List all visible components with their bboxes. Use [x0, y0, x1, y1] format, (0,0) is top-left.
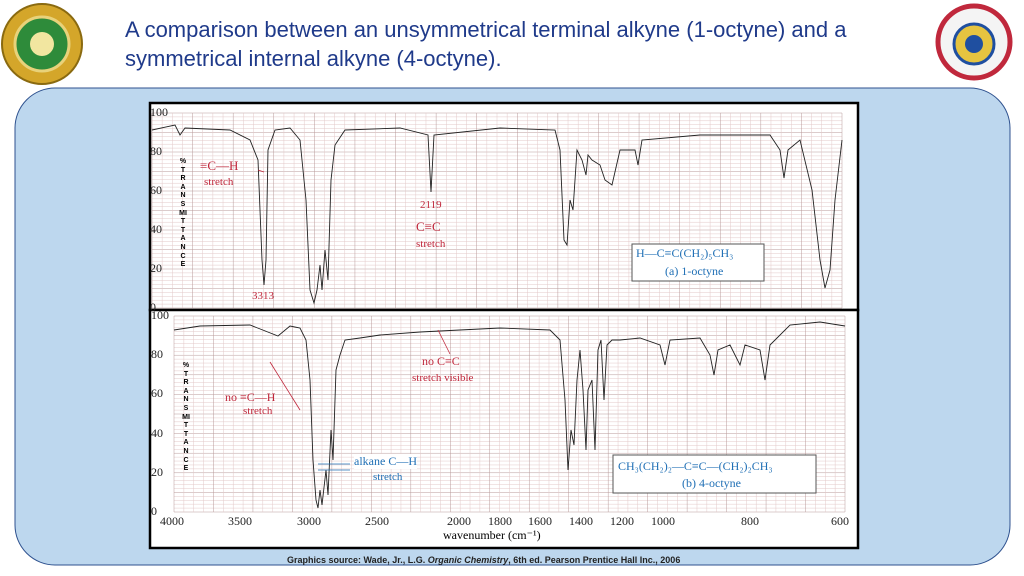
annotation: 2119 [420, 199, 442, 211]
formula: H—C≡C(CH₂)₅CH₃ [636, 246, 734, 260]
y-tick-label: 80 [151, 347, 163, 362]
spectrum-a-curve [151, 124, 843, 305]
annotation: ≡C—H [200, 158, 239, 173]
y-tick-label: 20 [151, 464, 163, 479]
y-tick-label: 100 [150, 105, 168, 119]
compound-name: (b) 4-octyne [682, 476, 741, 490]
annotation: no ≡C—H [225, 390, 276, 404]
caption-text: Graphics source: Wade, Jr., L.G. [287, 555, 428, 565]
annotation: stretch [243, 405, 273, 417]
x-tick-label: 2500 [365, 514, 389, 528]
annotation: no C≡C [422, 354, 460, 368]
annotation: 3313 [252, 290, 274, 302]
left-logo [1, 3, 83, 85]
y-tick-label: 100 [151, 308, 169, 322]
x-tick-label: 800 [741, 514, 759, 528]
y-tick-label: 80 [150, 144, 162, 158]
compound-name: (a) 1-octyne [665, 264, 724, 278]
y-tick-label: 40 [150, 222, 162, 236]
right-logo [935, 3, 1013, 81]
caption: Graphics source: Wade, Jr., L.G. Organic… [287, 555, 680, 565]
formula: CH₃(CH₂)₂—C≡C—(CH₂)₂CH₃ [618, 459, 773, 473]
x-tick-label: 1400 [569, 514, 593, 528]
y-axis-label: % TRANSMITTANCE [179, 158, 187, 269]
formula-box-a [631, 243, 765, 282]
annotation: stretch [204, 176, 234, 188]
y-tick-label: 60 [150, 183, 162, 197]
spectrum-b-frame [148, 308, 860, 550]
annotation: stretch [373, 471, 403, 483]
y-tick-label: 20 [150, 261, 162, 275]
y-tick-label: 40 [151, 425, 163, 440]
x-tick-label: 600 [831, 514, 849, 528]
x-tick-label: 3500 [228, 514, 252, 528]
annotation: alkane C—H [354, 454, 417, 469]
y-axis-label: % TRANSMITTANCE [182, 362, 190, 473]
x-tick-label: 4000 [160, 514, 184, 528]
x-tick-label: 3000 [297, 514, 321, 528]
x-tick-label: 1800 [488, 514, 512, 528]
y-tick-label: 60 [151, 386, 163, 401]
caption-title: Organic Chemistry [427, 555, 509, 565]
x-tick-label: 1600 [528, 514, 552, 528]
title: A comparison between an unsymmetrical te… [125, 17, 847, 71]
y-tick-label: 0 [150, 300, 156, 314]
annotation: stretch visible [412, 372, 474, 384]
annotation-lines [257, 169, 451, 471]
x-tick-label: 1000 [651, 514, 675, 528]
x-axis-label: wavenumber (cm⁻¹) [443, 528, 541, 542]
annotation: C≡C [416, 219, 441, 234]
y-tick-label: 0 [151, 504, 157, 518]
annotation: stretch [416, 238, 446, 250]
caption-text: , 6th ed. Pearson Prentice Hall Inc., 20… [508, 555, 681, 565]
spectrum-b-curve [173, 321, 846, 509]
x-tick-label: 1200 [610, 514, 634, 528]
x-tick-label: 2000 [447, 514, 471, 528]
formula-box-b [612, 454, 817, 494]
